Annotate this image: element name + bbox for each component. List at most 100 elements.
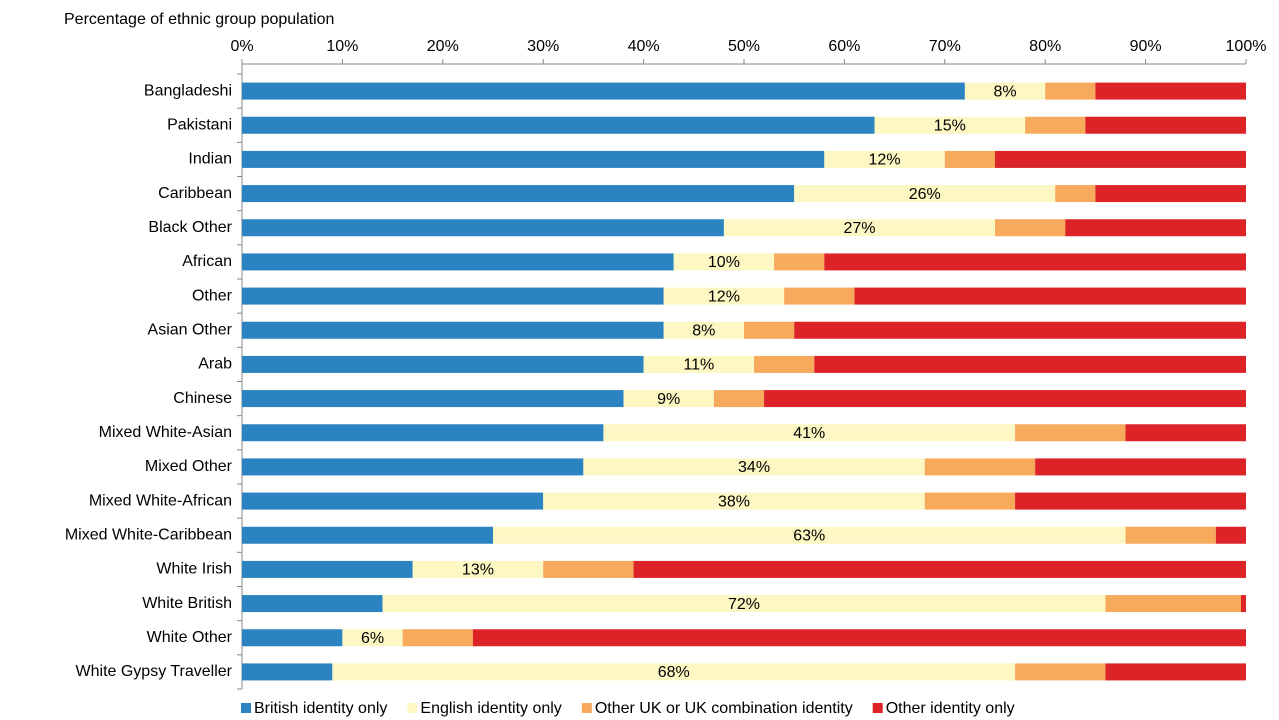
bar-segment (995, 219, 1066, 237)
legend-label: British identity only (254, 700, 387, 717)
legend-swatch (241, 703, 251, 713)
legend-swatch (872, 703, 883, 713)
x-tick-label: 20% (427, 38, 459, 55)
axis-title: Percentage of ethnic group population (64, 11, 334, 28)
bar-segment (1015, 663, 1106, 681)
y-tick-label: Bangladeshi (144, 82, 232, 99)
bar-segment (1045, 82, 1096, 100)
value-label: 9% (657, 391, 680, 408)
bar-segment (242, 663, 333, 681)
bar-segment (1215, 526, 1246, 544)
bar-segment (824, 150, 945, 168)
bar-segment (1105, 663, 1246, 681)
bar-segment (603, 424, 1016, 442)
bar-segment (242, 219, 724, 237)
bar-segment (854, 287, 1246, 305)
y-tick-label: Mixed White-Asian (99, 424, 232, 441)
bar-segment (1095, 82, 1246, 100)
value-label: 15% (934, 117, 966, 134)
y-tick-label: White Irish (156, 561, 232, 578)
bar-segment (242, 492, 544, 510)
y-tick-label: White Other (147, 629, 233, 646)
y-tick-label: Pakistani (167, 116, 232, 133)
y-tick-label: Caribbean (158, 185, 232, 202)
x-tick-label: 40% (628, 38, 660, 55)
x-tick-label: 50% (728, 38, 760, 55)
y-tick-label: Mixed White-Caribbean (65, 526, 232, 543)
value-label: 12% (869, 152, 901, 169)
bar-segment (794, 185, 1056, 203)
value-label: 10% (708, 254, 740, 271)
x-tick-label: 80% (1029, 38, 1061, 55)
y-tick-label: Asian Other (148, 321, 233, 338)
value-label: 38% (718, 493, 750, 510)
bar-segment (663, 287, 785, 305)
y-tick-label: White British (142, 595, 232, 612)
legend-swatch (407, 703, 418, 713)
legend-label: Other UK or UK combination identity (595, 700, 853, 717)
legend-label: English identity only (420, 700, 561, 717)
x-tick-label: 0% (230, 38, 253, 55)
y-tick-label: Indian (188, 151, 232, 168)
bar-segment (242, 390, 624, 408)
bar-segment (332, 663, 1016, 681)
bar-segment (242, 321, 664, 339)
bar-segment (583, 458, 925, 476)
x-tick-label: 70% (929, 38, 961, 55)
bar-segment (1025, 116, 1086, 134)
bar-segment (663, 321, 744, 339)
bar-segment (242, 595, 383, 613)
bar-segment (1015, 424, 1126, 442)
bar-segment (543, 492, 925, 510)
value-label: 27% (843, 220, 875, 237)
legend-label: Other identity only (886, 700, 1015, 717)
bar-segment (1035, 458, 1246, 476)
bar-segment (1065, 219, 1246, 237)
x-tick-label: 60% (828, 38, 860, 55)
value-label: 68% (658, 664, 690, 681)
bar-segment (794, 321, 1246, 339)
bar-segment (633, 560, 1246, 578)
value-label: 8% (993, 83, 1016, 100)
value-label: 11% (683, 357, 714, 374)
bar-segment (242, 526, 493, 544)
legend-swatch (581, 703, 592, 713)
bar-segment (1125, 526, 1216, 544)
bar-segment (242, 287, 664, 305)
bar-segment (382, 595, 1106, 613)
bar-segment (744, 321, 795, 339)
bar-segment (924, 458, 1036, 476)
bar-segment (1105, 595, 1241, 613)
bar-segment (924, 492, 1016, 510)
bar-segment (814, 355, 1246, 373)
y-tick-label: Other (192, 287, 233, 304)
value-label: 12% (708, 288, 740, 305)
bar-segment (1240, 595, 1246, 613)
bar-segment (1095, 185, 1246, 203)
y-tick-label: African (182, 253, 232, 270)
bar-segment (242, 150, 825, 168)
x-tick-label: 90% (1130, 38, 1162, 55)
bar-segment (964, 82, 1046, 100)
bar-segment (824, 253, 1246, 271)
y-tick-label: White Gypsy Traveller (76, 663, 233, 680)
value-label: 8% (692, 322, 715, 339)
y-tick-label: Arab (198, 356, 232, 373)
bar-segment (1015, 492, 1246, 510)
bar-segment (754, 355, 815, 373)
bar-segment (412, 560, 544, 578)
bar-segment (493, 526, 1126, 544)
x-tick-label: 30% (527, 38, 559, 55)
bar-segment (774, 253, 825, 271)
bar-segment (723, 219, 995, 237)
value-label: 13% (462, 562, 494, 579)
x-tick-label: 10% (326, 38, 358, 55)
x-tick-label: 100% (1226, 38, 1267, 55)
bar-segment (643, 355, 755, 373)
value-label: 34% (738, 459, 770, 476)
y-tick-label: Chinese (173, 390, 232, 407)
bar-segment (242, 355, 644, 373)
bar-segment (402, 629, 473, 647)
bar-segment (242, 458, 584, 476)
value-label: 41% (793, 425, 825, 442)
